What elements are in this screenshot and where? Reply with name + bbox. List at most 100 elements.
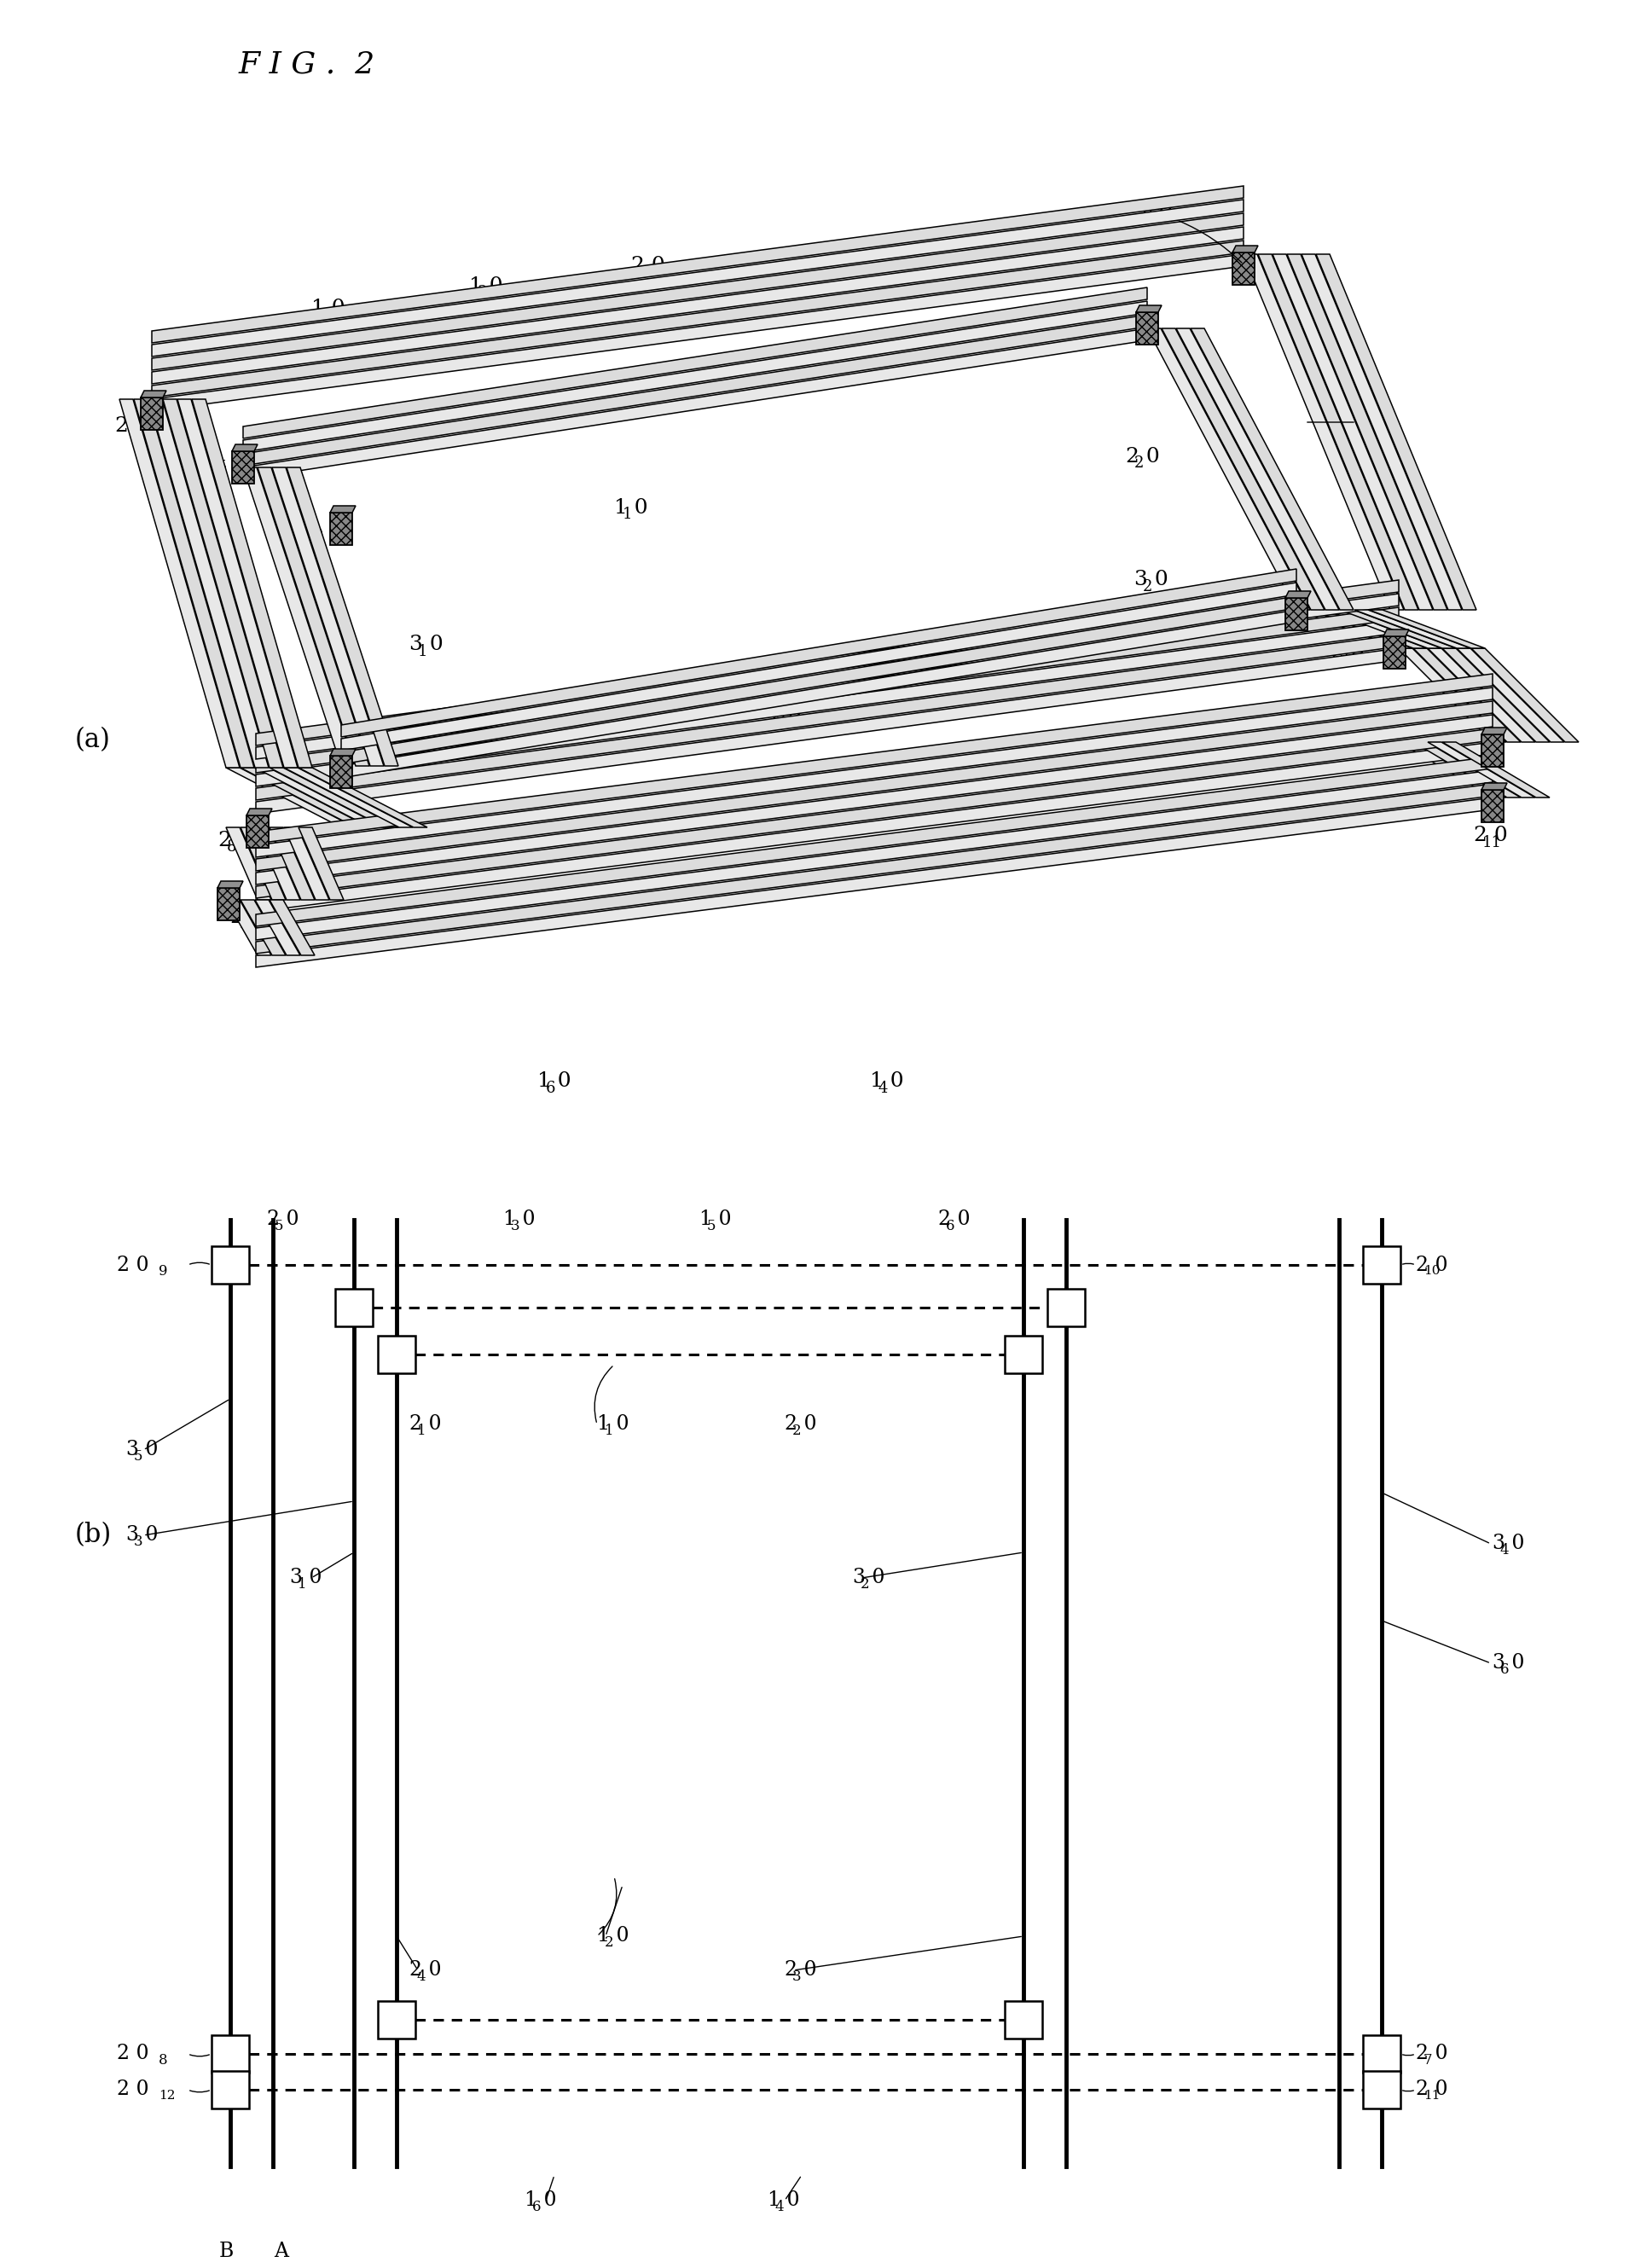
Text: 1 0: 1 0 [469,277,504,295]
Text: 3 0: 3 0 [1493,1653,1524,1674]
Polygon shape [141,397,164,431]
Polygon shape [149,399,268,767]
Text: 1 0: 1 0 [615,497,647,517]
Text: 3: 3 [793,1969,801,1984]
Polygon shape [255,701,1493,871]
Text: 3 0: 3 0 [289,1567,322,1588]
Polygon shape [211,2071,249,2109]
Polygon shape [134,399,253,767]
Text: 1 0: 1 0 [597,1926,629,1946]
Polygon shape [1048,1288,1086,1327]
Polygon shape [1285,599,1308,631]
Text: 2 0: 2 0 [409,1960,441,1980]
Polygon shape [1413,649,1521,742]
Polygon shape [378,2000,415,2039]
Text: 3 0: 3 0 [1318,404,1352,424]
Text: B: B [219,2243,234,2261]
Text: 5: 5 [319,308,329,322]
Text: 1: 1 [298,1576,307,1592]
Text: 2 0: 2 0 [409,1415,441,1433]
Text: 6: 6 [1499,1662,1509,1676]
Text: 1 0: 1 0 [700,1209,731,1229]
Text: 9: 9 [159,1263,167,1279]
Polygon shape [191,399,312,767]
Polygon shape [378,1336,415,1372]
Text: 2: 2 [860,1576,870,1592]
Polygon shape [270,828,314,900]
Polygon shape [1481,782,1507,789]
Text: 11: 11 [1424,2089,1440,2102]
Polygon shape [1161,329,1324,610]
Text: 1: 1 [621,506,631,522]
Polygon shape [1364,2071,1401,2109]
Polygon shape [152,213,1244,370]
Text: 2: 2 [605,1935,613,1950]
Text: 1 0: 1 0 [597,1415,629,1433]
Text: 2: 2 [793,1424,801,1438]
Polygon shape [1481,728,1507,735]
Polygon shape [152,200,1244,356]
Text: 2 0: 2 0 [938,1209,970,1229]
Polygon shape [211,1245,249,1284]
Text: 5: 5 [275,1218,283,1234]
Text: 2 0: 2 0 [1473,776,1507,794]
Text: 6: 6 [945,1218,955,1234]
Text: 2 0: 2 0 [785,1960,818,1980]
Text: F I G .  2: F I G . 2 [239,50,376,79]
Polygon shape [211,2034,249,2073]
Text: 7: 7 [1481,782,1491,798]
Polygon shape [152,240,1244,397]
Polygon shape [1272,254,1432,610]
Polygon shape [1383,631,1409,637]
Text: 2 0: 2 0 [267,1209,299,1229]
Text: 11: 11 [1481,835,1501,850]
Text: 4: 4 [298,776,307,789]
Polygon shape [1442,742,1550,798]
Text: (b): (b) [75,1522,111,1549]
Text: 2 0: 2 0 [118,1254,149,1275]
Polygon shape [247,810,271,816]
Polygon shape [255,758,1493,925]
Text: 3 0: 3 0 [1493,1533,1524,1554]
Text: 3 0: 3 0 [1390,535,1424,553]
Text: 3 0: 3 0 [126,1526,159,1545]
Text: 5: 5 [208,612,217,628]
Text: 4: 4 [775,2200,785,2214]
Polygon shape [244,467,355,767]
Polygon shape [141,390,167,397]
Polygon shape [1442,649,1550,742]
Polygon shape [330,748,356,755]
Polygon shape [255,767,384,828]
Polygon shape [240,828,286,900]
Polygon shape [1364,1245,1401,1284]
Text: (a): (a) [75,728,111,753]
Polygon shape [255,728,1493,898]
Polygon shape [299,767,427,828]
Text: 3 0: 3 0 [201,603,234,624]
Text: 1 0: 1 0 [870,1073,904,1091]
Polygon shape [152,227,1244,383]
Text: 2 0: 2 0 [785,1415,818,1433]
Text: 4: 4 [417,1969,427,1984]
Polygon shape [255,635,1400,801]
Text: 1: 1 [417,1424,427,1438]
Text: 2 0: 2 0 [1416,1254,1449,1275]
Polygon shape [255,771,1493,939]
Polygon shape [330,755,352,787]
Text: A: A [275,2243,289,2261]
Text: 2 0: 2 0 [231,907,265,928]
Polygon shape [255,621,1400,787]
Text: 3 0: 3 0 [126,1440,159,1461]
Polygon shape [255,581,1400,746]
Polygon shape [255,900,301,955]
Polygon shape [330,506,356,513]
Polygon shape [255,828,301,900]
Polygon shape [255,714,1493,885]
Text: 3: 3 [134,1533,142,1549]
Text: 5: 5 [706,1218,716,1234]
Polygon shape [255,594,1400,760]
Text: 1: 1 [417,644,427,660]
Polygon shape [342,569,1297,737]
Polygon shape [1285,592,1311,599]
Polygon shape [244,288,1148,438]
